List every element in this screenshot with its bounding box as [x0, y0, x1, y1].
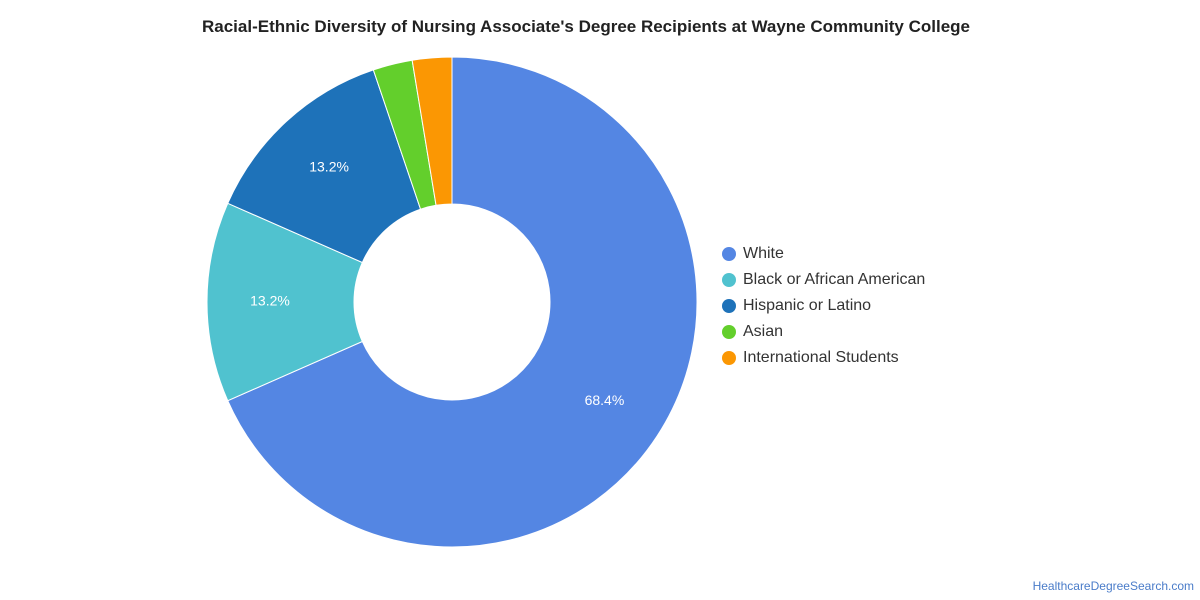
- legend-label-international-students: International Students: [743, 349, 899, 366]
- legend-item-international-students[interactable]: International Students: [722, 345, 925, 371]
- legend-label-white: White: [743, 245, 784, 262]
- legend-swatch-international-students: [722, 351, 736, 365]
- chart-title: Racial-Ethnic Diversity of Nursing Assoc…: [202, 17, 970, 36]
- legend-label-hispanic-or-latino: Hispanic or Latino: [743, 297, 872, 314]
- legend-swatch-white: [722, 247, 736, 261]
- legend-item-white[interactable]: White: [722, 241, 925, 267]
- legend-swatch-black-or-african-american: [722, 273, 736, 287]
- legend-label-asian: Asian: [743, 323, 784, 340]
- slice-hispanic-or-latino[interactable]: [227, 69, 422, 264]
- legend-swatch-hispanic-or-latino: [722, 299, 736, 313]
- legend-label-black-or-african-american: Black or African American: [743, 271, 926, 288]
- slice-white[interactable]: [227, 56, 698, 548]
- slice-label-black-or-african-american: 13.2%: [250, 293, 290, 309]
- slice-label-white: 68.4%: [585, 392, 625, 408]
- legend-item-black-or-african-american[interactable]: Black or African American: [722, 267, 925, 293]
- slice-label-hispanic-or-latino: 13.2%: [309, 158, 349, 174]
- slice-international-students[interactable]: [411, 56, 453, 206]
- chart-legend: White Black or African American Hispanic…: [722, 241, 925, 371]
- legend-item-asian[interactable]: Asian: [722, 319, 925, 345]
- legend-item-hispanic-or-latino[interactable]: Hispanic or Latino: [722, 293, 925, 319]
- source-link[interactable]: HealthcareDegreeSearch.com: [1032, 579, 1194, 593]
- slice-black-or-african-american[interactable]: [206, 202, 363, 402]
- legend-swatch-asian: [722, 325, 736, 339]
